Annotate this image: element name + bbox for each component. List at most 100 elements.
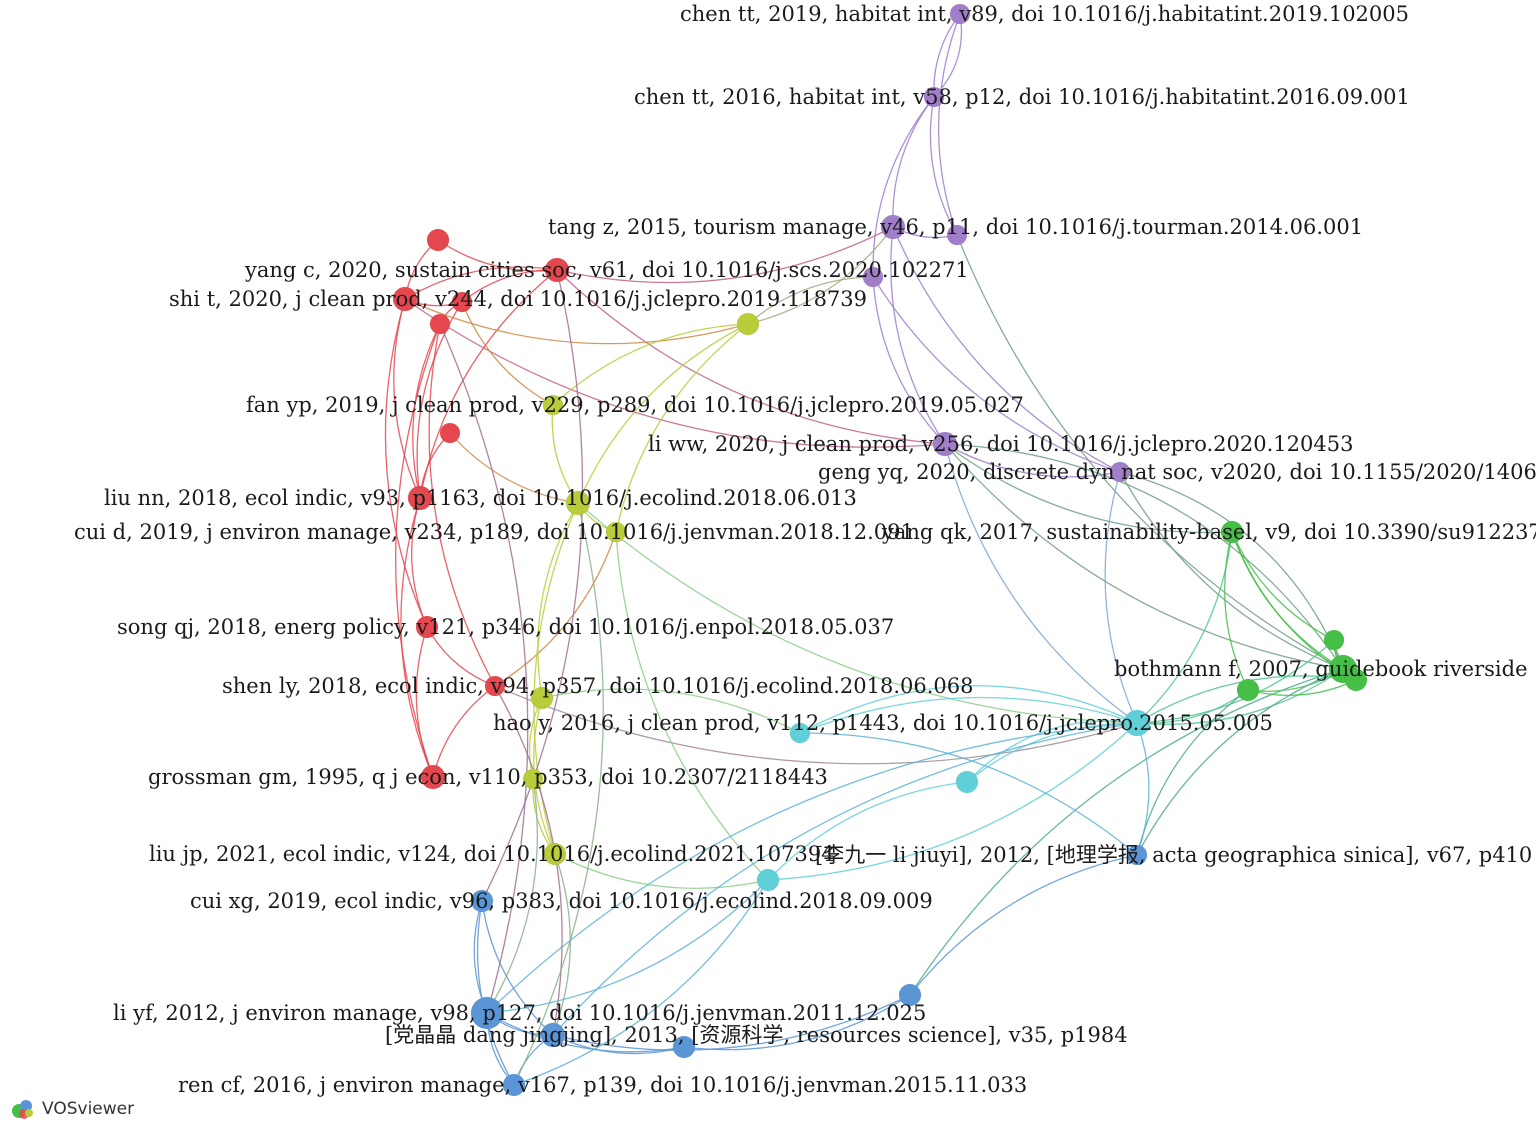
node-geng[interactable] [1109, 461, 1131, 483]
link-cyan_c-haoy [966, 720, 1138, 783]
link-tang2015-liww [890, 226, 946, 445]
link-bothmann-lijy [1136, 668, 1344, 856]
link-songqj-grossman [415, 626, 434, 778]
link-liww-geng [944, 443, 1121, 478]
node-dang[interactable] [540, 1022, 566, 1048]
link-chen2016-tang2015 [892, 96, 935, 228]
node-label-chen2016: chen tt, 2016, habitat int, v58, p12, do… [634, 85, 1410, 109]
node-label-geng: geng yq, 2020, discrete dyn nat soc, v20… [818, 460, 1536, 484]
link-haoy-liyf [486, 722, 1138, 1014]
link-geng-bothmann [1119, 471, 1344, 670]
link-red_m-yel_main [449, 432, 579, 504]
link-cuixg-dang [481, 900, 554, 1036]
node-shit[interactable] [392, 286, 418, 312]
link-yangc-shit [404, 266, 558, 300]
node-label-cuid: cui d, 2019, j environ manage, v234, p18… [74, 520, 914, 544]
link-tang_b-bothmann [956, 234, 1344, 670]
link-shenly-grossman [432, 685, 496, 778]
node-label-grossman: grossman gm, 1995, q j econ, v110, p353,… [148, 765, 828, 789]
link-shit-yel_top [404, 298, 749, 345]
node-yel_b[interactable] [530, 686, 554, 710]
link-rencf-yel_main [513, 502, 604, 1086]
link-yangqk-grn_b [1224, 531, 1249, 691]
node-label-cuixg: cui xg, 2019, ecol indic, v96, p383, doi… [190, 889, 933, 913]
node-songqj[interactable] [415, 615, 439, 639]
node-label-bothmann: bothmann f, 2007, guidebook riverside [1114, 657, 1528, 681]
link-lijy-haoy [1136, 722, 1150, 856]
node-haoy[interactable] [1123, 709, 1151, 737]
label-layer: chen tt, 2019, habitat int, v89, doi 10.… [74, 2, 1536, 1097]
node-tang2015[interactable] [880, 214, 906, 240]
link-haoy-bothmann [1136, 668, 1344, 726]
link-yel_main-haoy [577, 502, 1138, 724]
link-liyf-red_b [439, 323, 529, 1014]
node-chen2019[interactable] [949, 3, 971, 25]
node-grn_a[interactable] [1323, 629, 1345, 651]
node-tang_b[interactable] [946, 224, 968, 246]
link-red_b-shenly [428, 323, 496, 687]
node-fanyp[interactable] [542, 394, 564, 416]
node-red_b[interactable] [429, 313, 451, 335]
node-chen2016[interactable] [923, 86, 945, 108]
link-dang-liujp [552, 853, 571, 1036]
link-liww-yangqk [944, 443, 1233, 534]
node-lijy[interactable] [1126, 844, 1148, 866]
link-cuixg-rencf [476, 900, 515, 1086]
link-pur_c-geng [872, 276, 1121, 473]
node-liww[interactable] [932, 431, 958, 457]
link-rencf-cyan_b [513, 879, 769, 1086]
node-liyf[interactable] [470, 996, 504, 1030]
link-yel_top-fanyp [552, 323, 749, 406]
node-grn_c[interactable] [1344, 668, 1368, 692]
link-yangqk-grn_a [1231, 531, 1335, 641]
node-red_m[interactable] [439, 422, 461, 444]
link-haoy-dang [552, 722, 1138, 1036]
node-cyan_c[interactable] [955, 770, 979, 794]
node-blue_c[interactable] [898, 983, 922, 1007]
node-cyan_b[interactable] [756, 868, 780, 892]
vosviewer-logo: VOSviewer [10, 1096, 134, 1122]
link-liunn-grossman [400, 497, 434, 778]
node-label-haoy: hao y, 2016, j clean prod, v112, p1443, … [493, 711, 1273, 735]
node-cuixg[interactable] [470, 889, 494, 913]
link-liyf-yel_c [486, 778, 538, 1014]
link-shit-liunn [393, 298, 421, 499]
link-cyan_a-haoy [799, 685, 1138, 734]
link-shenly-cuid [494, 531, 617, 687]
node-grossman[interactable] [420, 764, 446, 790]
link-bothmann-blue_c [909, 668, 1344, 996]
link-liww-bothmann [944, 443, 1344, 670]
node-yel_main[interactable] [565, 490, 591, 516]
node-rencf[interactable] [502, 1073, 526, 1097]
link-red_a-fanyp [461, 301, 554, 406]
node-label-songqj: song qj, 2018, energ policy, v121, p346,… [117, 615, 894, 639]
node-pur_c[interactable] [862, 266, 884, 288]
link-cyan_c-cyan_b [767, 781, 968, 881]
node-layer [392, 3, 1368, 1097]
node-label-lijy: [李九一 li jiuyi], 2012, [地理学报, acta geogra… [815, 843, 1532, 867]
node-yel_top[interactable] [736, 312, 760, 336]
link-haoy-cyan_c [966, 722, 1138, 783]
node-blue_b[interactable] [672, 1035, 696, 1059]
node-label-liunn: liu nn, 2018, ecol indic, v93, p1163, do… [104, 486, 857, 510]
node-liujp[interactable] [543, 842, 567, 866]
node-label-tang2015: tang z, 2015, tourism manage, v46, p11, … [548, 215, 1363, 239]
node-shenly[interactable] [484, 675, 506, 697]
link-geng-haoy [1104, 471, 1138, 724]
node-yangc[interactable] [544, 257, 570, 283]
node-red_a[interactable] [451, 291, 473, 313]
node-red_top[interactable] [426, 228, 450, 252]
node-cuid[interactable] [605, 521, 627, 543]
node-grn_b[interactable] [1236, 678, 1260, 702]
node-yangqk[interactable] [1220, 520, 1244, 544]
link-chen2016-tang_b [929, 96, 958, 236]
link-geng-bothmann [1119, 471, 1344, 670]
node-liunn[interactable] [407, 485, 433, 511]
node-label-dang: [党晶晶 dang jingjing], 2013, [资源科学, resour… [385, 1023, 1128, 1047]
link-yel_main-liujp [533, 502, 579, 855]
link-liww-haoy [944, 443, 1138, 724]
node-label-liww: li ww, 2020, j clean prod, v256, doi 10.… [648, 432, 1353, 456]
node-cyan_a[interactable] [789, 722, 811, 744]
node-yel_c[interactable] [522, 768, 544, 790]
